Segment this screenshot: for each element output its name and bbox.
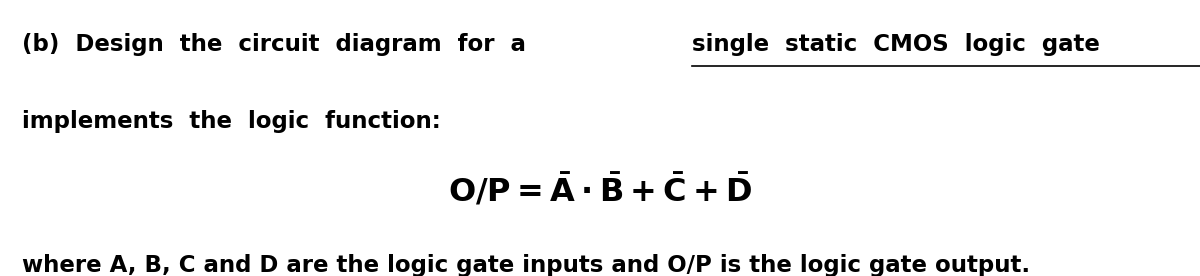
Text: $\mathbf{O/P = \bar{A} \cdot \bar{B} + \bar{C} + \bar{D}}$: $\mathbf{O/P = \bar{A} \cdot \bar{B} + \… <box>448 171 752 208</box>
Text: where A, B, C and D are the logic gate inputs and O/P is the logic gate output.: where A, B, C and D are the logic gate i… <box>22 254 1030 276</box>
Text: implements  the  logic  function:: implements the logic function: <box>22 110 440 133</box>
Text: (b)  Design  the  circuit  diagram  for  a: (b) Design the circuit diagram for a <box>22 33 541 56</box>
Text: single  static  CMOS  logic  gate: single static CMOS logic gate <box>692 33 1100 56</box>
